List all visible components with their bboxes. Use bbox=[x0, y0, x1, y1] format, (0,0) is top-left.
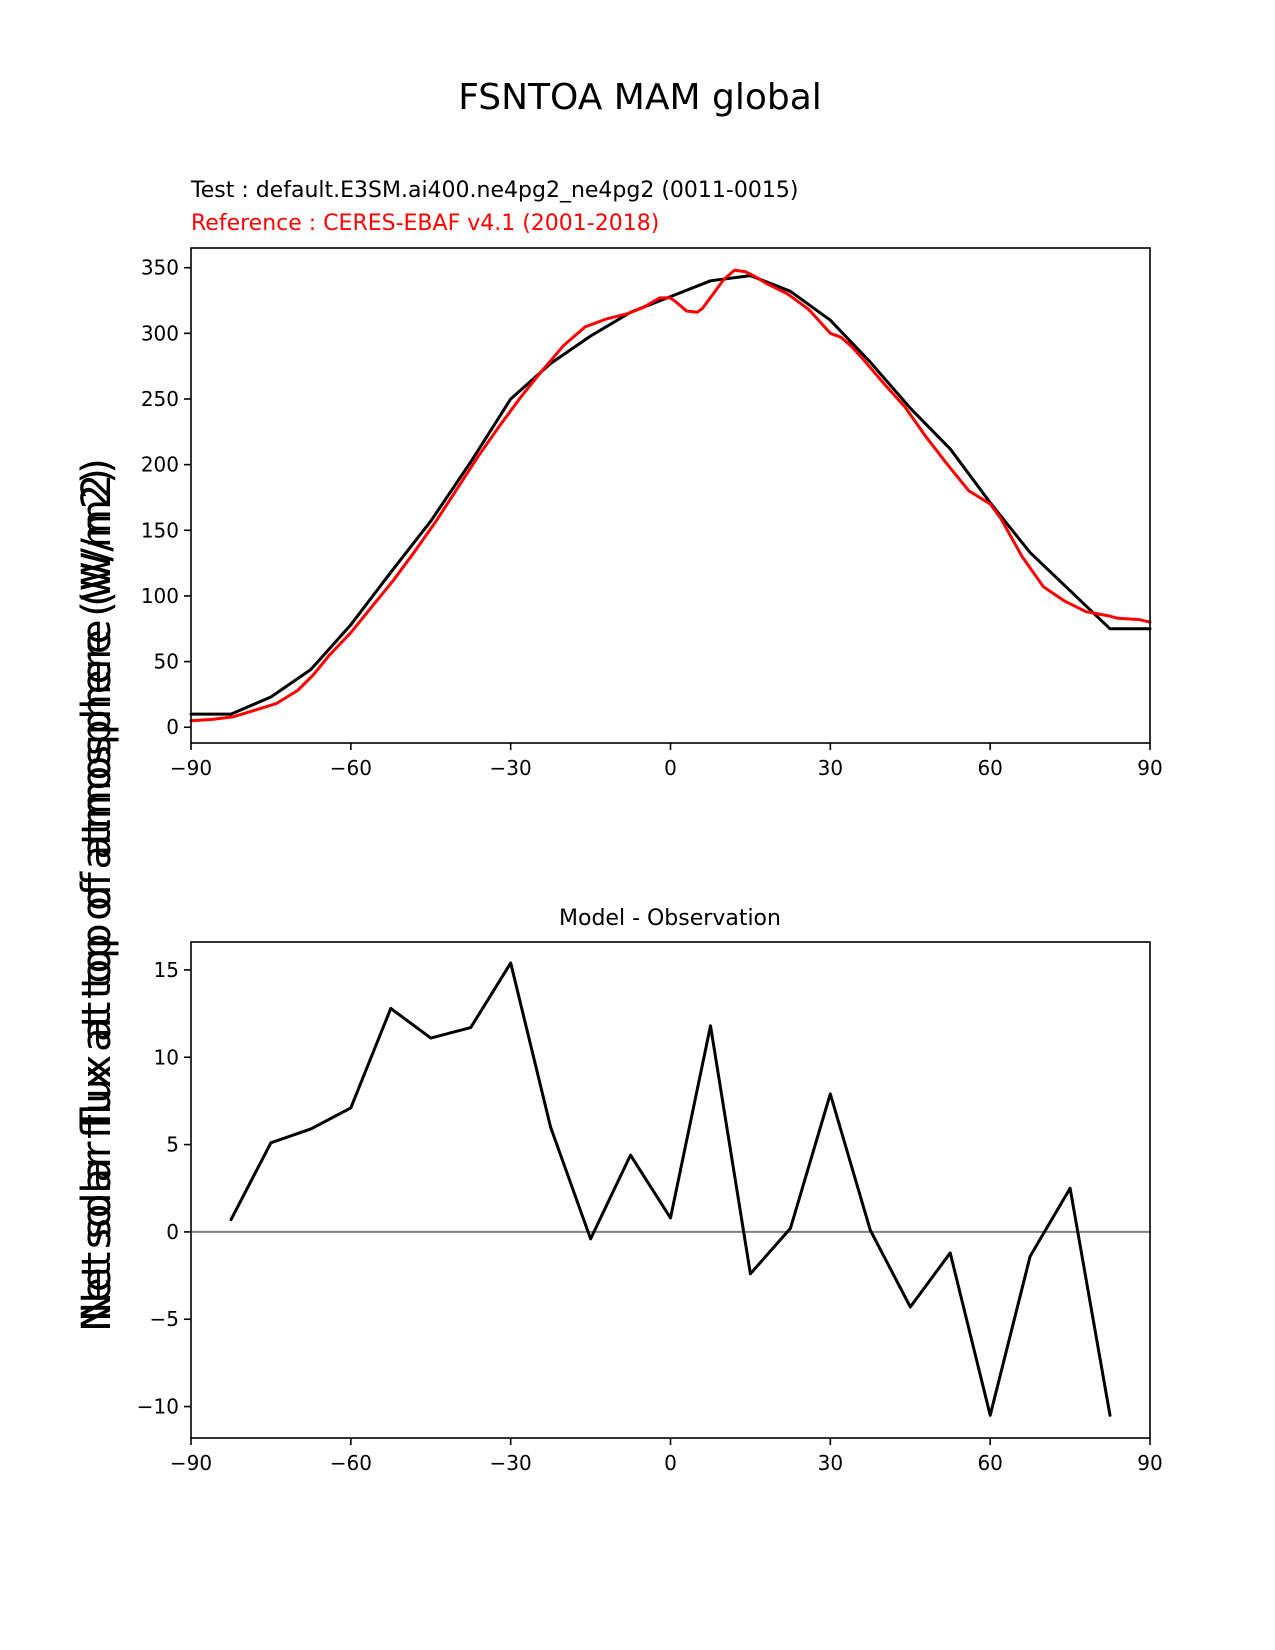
y-tick-label: 200 bbox=[141, 453, 179, 477]
x-tick-label: 0 bbox=[664, 756, 677, 780]
plot-frame bbox=[190, 247, 1151, 744]
figure-title: FSNTOA MAM global bbox=[458, 77, 822, 118]
difference-panel: −90 −60 −30 0 30 60 90 −10 −5 0 5 10 15 bbox=[137, 941, 1163, 1475]
y-tick-label: 15 bbox=[154, 958, 179, 982]
x-tick-label: 90 bbox=[1137, 1451, 1162, 1475]
difference-line bbox=[229, 961, 1112, 1417]
y-tick-label: 10 bbox=[154, 1045, 179, 1069]
x-tick-label: −90 bbox=[170, 1451, 212, 1475]
reference-label: Reference : CERES-EBAF v4.1 (2001-2018) bbox=[191, 211, 659, 236]
y-tick-label: −5 bbox=[150, 1307, 179, 1331]
x-tick-label: 0 bbox=[664, 1451, 677, 1475]
top-panel: −90 −60 −30 0 30 60 90 0 50 100 150 200 250 300 350 bbox=[141, 247, 1163, 780]
x-tick-label: −30 bbox=[490, 756, 532, 780]
y-tick-label: 350 bbox=[141, 256, 179, 280]
y-tick-label: 300 bbox=[141, 321, 179, 345]
x-tick-label: 60 bbox=[977, 756, 1002, 780]
y-axis-label: Net solar flux at top of atmosphere (W/m… bbox=[74, 458, 120, 1322]
test-label: Test : default.E3SM.ai400.ne4pg2_ne4pg2 … bbox=[190, 178, 798, 203]
x-tick-label: 30 bbox=[818, 756, 843, 780]
x-tick-label: −60 bbox=[330, 1451, 372, 1475]
x-tick-label: 60 bbox=[977, 1451, 1002, 1475]
x-tick-label: 90 bbox=[1137, 756, 1162, 780]
diff-panel-title: Model - Observation bbox=[559, 906, 781, 931]
y-tick-label: −10 bbox=[137, 1395, 179, 1419]
y-tick-label: 50 bbox=[154, 650, 179, 674]
series-reference-line bbox=[189, 268, 1152, 723]
x-tick-label: −30 bbox=[490, 1451, 532, 1475]
y-tick-label: 5 bbox=[166, 1133, 179, 1157]
y-axis-label-overlap: Net solar flux at top of atmosphere (W/m… bbox=[74, 468, 120, 1332]
x-tick-label: −60 bbox=[330, 756, 372, 780]
y-tick-label: 0 bbox=[166, 1220, 179, 1244]
y-tick-label: 250 bbox=[141, 387, 179, 411]
y-tick-label: 150 bbox=[141, 518, 179, 542]
x-tick-label: 30 bbox=[818, 1451, 843, 1475]
y-tick-label: 100 bbox=[141, 584, 179, 608]
plot-frame bbox=[190, 941, 1151, 1439]
x-tick-label: −90 bbox=[170, 756, 212, 780]
y-tick-label: 0 bbox=[166, 715, 179, 739]
